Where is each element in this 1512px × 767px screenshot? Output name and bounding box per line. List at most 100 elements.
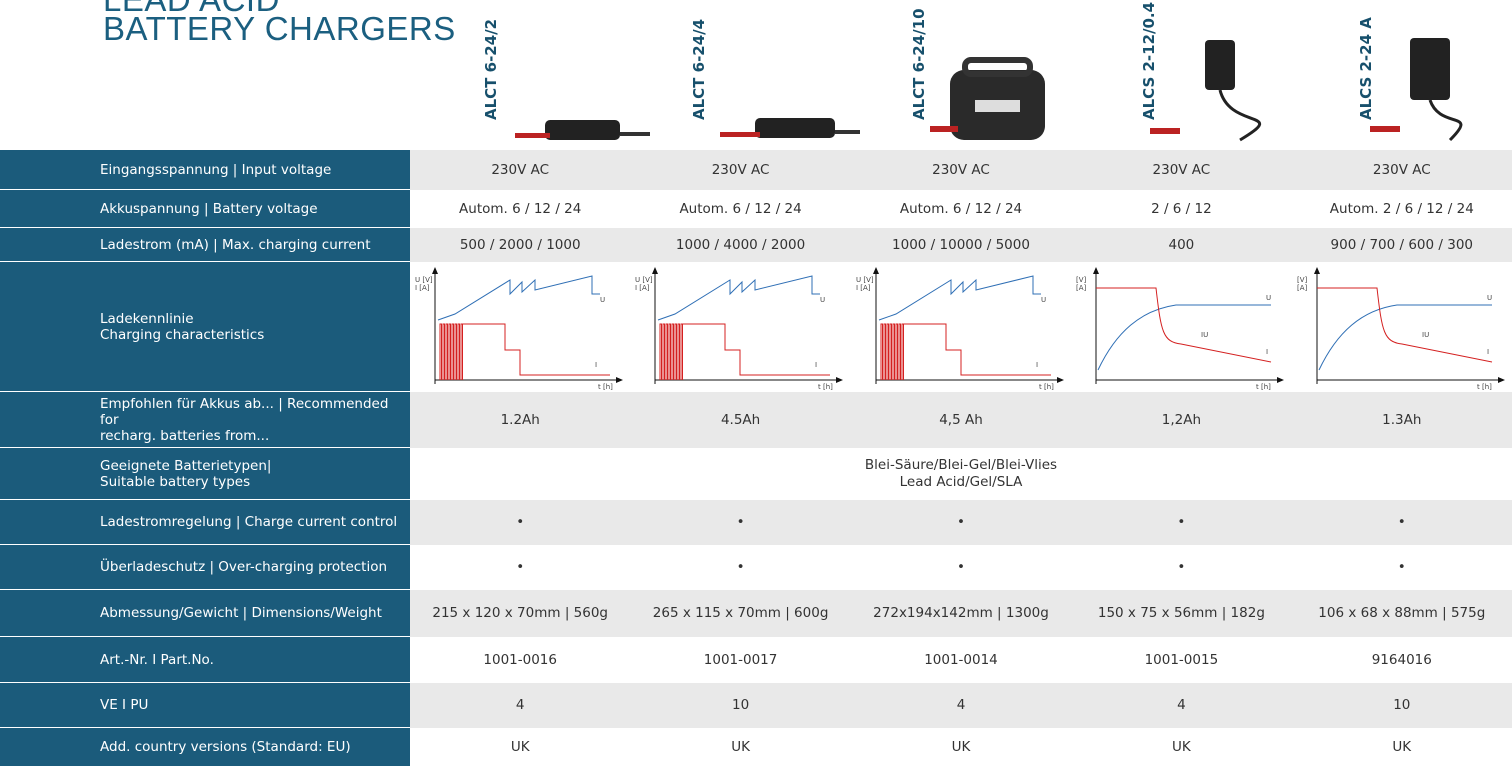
arrow-heads bbox=[1093, 267, 1284, 383]
table-cell: 4.5Ah bbox=[630, 392, 850, 448]
row-label: Geeignete Batterietypen| Suitable batter… bbox=[0, 448, 410, 500]
chart-label: U bbox=[1041, 296, 1046, 304]
characteristic-chart: U [V]I [A] U It [h] bbox=[410, 262, 630, 392]
chart-label: U [V] bbox=[415, 276, 433, 284]
table-cell: 10 bbox=[1292, 683, 1512, 728]
voltage-curve bbox=[658, 276, 820, 320]
row-label: Art.-Nr. I Part.No. bbox=[0, 637, 410, 683]
product-image bbox=[720, 118, 860, 138]
table-cell: 4 bbox=[1071, 683, 1291, 728]
table-cell: 1001-0016 bbox=[410, 637, 630, 683]
table-cell: 150 x 75 x 56mm | 182g bbox=[1071, 590, 1291, 637]
characteristic-chart: U [V]I [A] U It [h] bbox=[630, 262, 850, 392]
table-cell: • bbox=[410, 545, 630, 590]
chart-label: IU bbox=[1201, 331, 1208, 339]
characteristic-chart: [V][A]UIt [h]IU bbox=[1071, 262, 1291, 392]
table-cell: • bbox=[630, 500, 850, 545]
table-cell: • bbox=[1292, 500, 1512, 545]
table-cell: 1,2Ah bbox=[1071, 392, 1291, 448]
table-cell: UK bbox=[1071, 728, 1291, 767]
chart-label: U bbox=[1266, 294, 1271, 302]
table-cell: 4 bbox=[410, 683, 630, 728]
chart-label: t [h] bbox=[1256, 383, 1271, 391]
table-cell: 1001-0017 bbox=[630, 637, 850, 683]
table-cell: 10 bbox=[630, 683, 850, 728]
row-label: Akkuspannung | Battery voltage bbox=[0, 190, 410, 228]
row-label: Add. country versions (Standard: EU) bbox=[0, 728, 410, 767]
arrow-heads bbox=[1314, 267, 1505, 383]
chart-label: t [h] bbox=[598, 383, 613, 391]
chart-label: I bbox=[815, 361, 817, 369]
table-cell: 900 / 700 / 600 / 300 bbox=[1292, 228, 1512, 262]
characteristic-chart: [V][A]UIt [h]IU bbox=[1292, 262, 1512, 392]
product-name: ALCT 6-24/10 bbox=[910, 8, 928, 120]
table-cell: 106 x 68 x 88mm | 575g bbox=[1292, 590, 1512, 637]
voltage-curve bbox=[1098, 305, 1271, 370]
table-cell: UK bbox=[410, 728, 630, 767]
table-cell: Autom. 6 / 12 / 24 bbox=[410, 190, 630, 228]
table-cell: 1.3Ah bbox=[1292, 392, 1512, 448]
chart-label: [A] bbox=[1076, 284, 1087, 292]
row-label: Eingangsspannung | Input voltage bbox=[0, 150, 410, 190]
chart-label: U [V] bbox=[856, 276, 874, 284]
product-image bbox=[515, 120, 650, 140]
table-cell: 1001-0014 bbox=[851, 637, 1071, 683]
chart-label: [A] bbox=[1297, 284, 1308, 292]
table-cell: 1000 / 10000 / 5000 bbox=[851, 228, 1071, 262]
table-cell: 230V AC bbox=[1071, 150, 1291, 190]
table-cell: 230V AC bbox=[851, 150, 1071, 190]
table-cell: 272x194x142mm | 1300g bbox=[851, 590, 1071, 637]
product-image bbox=[1370, 38, 1461, 140]
chart-label: U bbox=[600, 296, 605, 304]
chart-label: U [V] bbox=[635, 276, 653, 284]
row-label: Überladeschutz | Over-charging protectio… bbox=[0, 545, 410, 590]
chart-label: U bbox=[820, 296, 825, 304]
table-cell: 230V AC bbox=[1292, 150, 1512, 190]
table-cell: 2 / 6 / 12 bbox=[1071, 190, 1291, 228]
chart-label: I [A] bbox=[415, 284, 430, 292]
table-cell: 265 x 115 x 70mm | 600g bbox=[630, 590, 850, 637]
product-image bbox=[930, 60, 1045, 140]
table-cell: • bbox=[851, 500, 1071, 545]
current-curve bbox=[881, 324, 1051, 380]
table-cell: Autom. 6 / 12 / 24 bbox=[851, 190, 1071, 228]
page: LEAD ACID BATTERY CHARGERS ALCT 6-24/2AL… bbox=[0, 0, 1512, 767]
table-cell: • bbox=[851, 545, 1071, 590]
table-cell: • bbox=[410, 500, 630, 545]
row-label: VE I PU bbox=[0, 683, 410, 728]
table-cell: 400 bbox=[1071, 228, 1291, 262]
chart-label: t [h] bbox=[1039, 383, 1054, 391]
voltage-curve bbox=[879, 276, 1041, 320]
chart-label: [V] bbox=[1297, 276, 1308, 284]
row-label: Ladestrom (mA) | Max. charging current bbox=[0, 228, 410, 262]
table-cell: 230V AC bbox=[630, 150, 850, 190]
product-name: ALCS 2-12/0.4 bbox=[1140, 2, 1158, 120]
current-curve bbox=[660, 324, 830, 380]
table-cell: 4,5 Ah bbox=[851, 392, 1071, 448]
product-name: ALCT 6-24/4 bbox=[690, 19, 708, 120]
table-cell: 9164016 bbox=[1292, 637, 1512, 683]
chart-label: I bbox=[595, 361, 597, 369]
table-cell: 215 x 120 x 70mm | 560g bbox=[410, 590, 630, 637]
row-label: Empfohlen für Akkus ab... | Recommended … bbox=[0, 392, 410, 448]
current-curve bbox=[1096, 288, 1271, 362]
table-cell: 1000 / 4000 / 2000 bbox=[630, 228, 850, 262]
table-cell: UK bbox=[851, 728, 1071, 767]
chart-label: t [h] bbox=[1477, 383, 1492, 391]
chart-label: t [h] bbox=[818, 383, 833, 391]
row-label: Ladekennlinie Charging characteristics bbox=[0, 262, 410, 392]
characteristic-chart: U [V]I [A] U It [h] bbox=[851, 262, 1071, 392]
current-curve bbox=[440, 324, 610, 380]
table-cell: 230V AC bbox=[410, 150, 630, 190]
product-name: ALCS 2-24 A bbox=[1357, 17, 1375, 120]
chart-label: I [A] bbox=[635, 284, 650, 292]
table-cell: Autom. 2 / 6 / 12 / 24 bbox=[1292, 190, 1512, 228]
product-image bbox=[1150, 40, 1260, 140]
chart-label: I [A] bbox=[856, 284, 871, 292]
row-label: Abmessung/Gewicht | Dimensions/Weight bbox=[0, 590, 410, 637]
chart-label: I bbox=[1036, 361, 1038, 369]
table-cell: UK bbox=[1292, 728, 1512, 767]
chart-label: [V] bbox=[1076, 276, 1087, 284]
